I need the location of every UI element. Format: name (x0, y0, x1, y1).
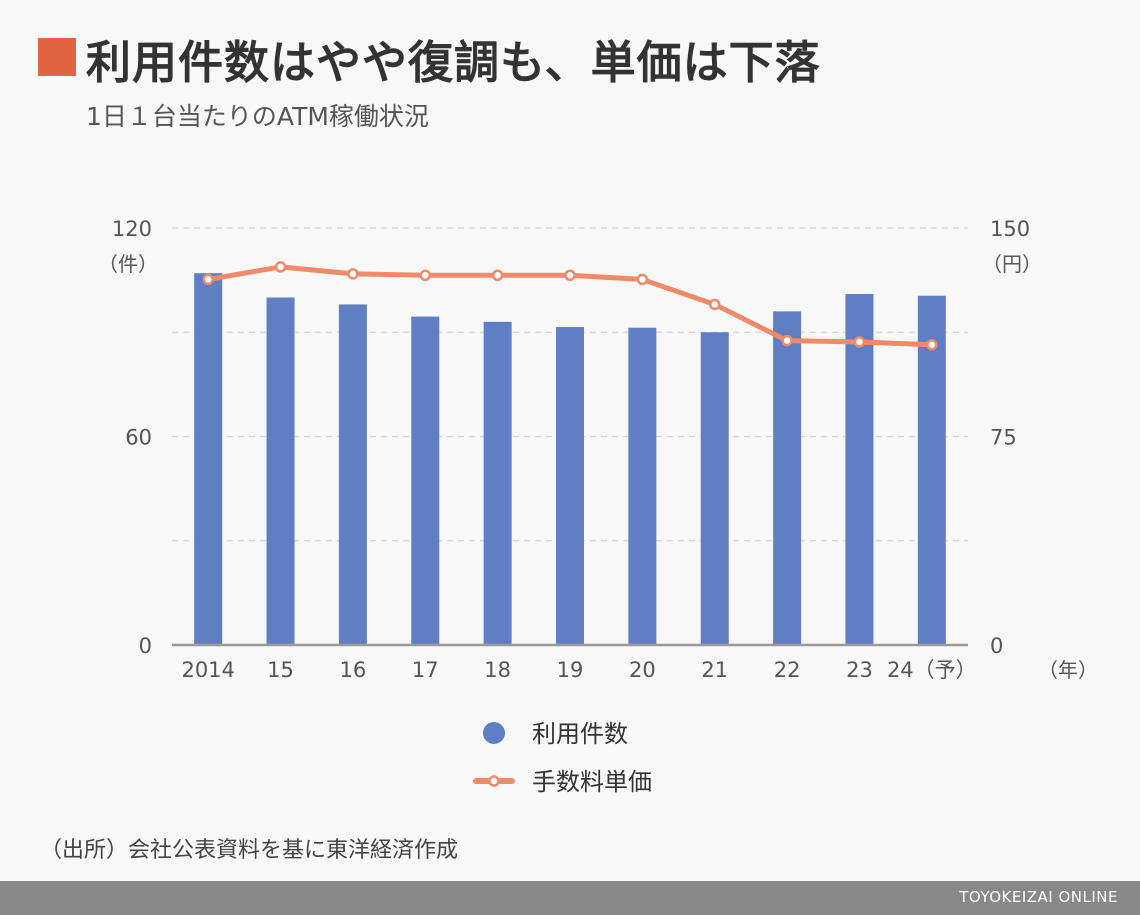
left-tick-label: 120 (112, 217, 152, 241)
x-tick-label: 15 (267, 658, 294, 682)
left-axis-ticks: 0 60 120 (112, 217, 152, 658)
bar (411, 316, 440, 645)
bar (338, 304, 367, 645)
chart-title: 利用件数はやや復調も、単価は下落 (86, 36, 821, 89)
bar-series (194, 273, 946, 645)
x-tick-label: 17 (412, 658, 439, 682)
legend-bar-swatch (483, 722, 505, 744)
left-axis-unit: （件） (98, 252, 158, 276)
bar (266, 297, 295, 645)
right-tick-label: 75 (990, 426, 1017, 450)
x-tick-label: 23 (846, 658, 873, 682)
brand-label: TOYOKEIZAI ONLINE (959, 888, 1118, 906)
legend-bar-label: 利用件数 (532, 720, 628, 748)
chart: 0 60 120 0 75 150 2014 15 16 17 18 19 20 21 22 23 24（予… (98, 217, 1098, 796)
bar (917, 295, 946, 645)
legend: 利用件数 手数料単価 (473, 720, 652, 796)
x-tick-label: 20 (629, 658, 656, 682)
bar (483, 321, 512, 645)
line-point (564, 269, 576, 282)
x-tick-label: 2014 (181, 658, 234, 682)
line-point (274, 261, 287, 273)
right-tick-label: 150 (990, 217, 1030, 241)
line-point (926, 339, 938, 351)
x-tick-label: 18 (484, 658, 511, 682)
right-tick-label: 0 (990, 634, 1003, 658)
legend-line-label: 手数料単価 (532, 768, 652, 796)
line-point (708, 298, 721, 311)
line-point (781, 334, 793, 347)
line-point (419, 269, 432, 282)
bar (194, 273, 223, 645)
x-tick-label: 22 (774, 658, 801, 682)
legend-line-dot (488, 775, 500, 787)
x-tick-label: 19 (557, 658, 584, 682)
x-axis-unit: （年） (1038, 658, 1098, 682)
x-tick-label: 16 (340, 658, 367, 682)
line-point (853, 336, 866, 348)
right-axis-unit: （円） (982, 252, 1042, 276)
line-point (636, 273, 649, 286)
bar (556, 327, 584, 645)
x-tick-label: 21 (701, 658, 728, 682)
right-axis-ticks: 0 75 150 (990, 217, 1030, 658)
chart-subtitle: 1日１台当たりのATM稼働状況 (86, 102, 429, 131)
bar (628, 327, 657, 645)
bar (700, 332, 729, 645)
left-tick-label: 60 (125, 426, 152, 450)
line-point (347, 268, 359, 280)
bar (773, 311, 802, 645)
source-note: （出所）会社公表資料を基に東洋経済作成 (40, 838, 459, 863)
x-tick-label: 24（予） (887, 658, 977, 682)
line-series (202, 261, 938, 351)
title-marker (38, 38, 76, 76)
line-point (202, 273, 214, 286)
left-tick-label: 0 (139, 634, 152, 658)
bar (845, 294, 874, 645)
footer-bar: TOYOKEIZAI ONLINE (0, 881, 1140, 915)
line-point (491, 269, 504, 282)
x-axis-ticks: 2014 15 16 17 18 19 20 21 22 23 24（予） (181, 658, 976, 682)
